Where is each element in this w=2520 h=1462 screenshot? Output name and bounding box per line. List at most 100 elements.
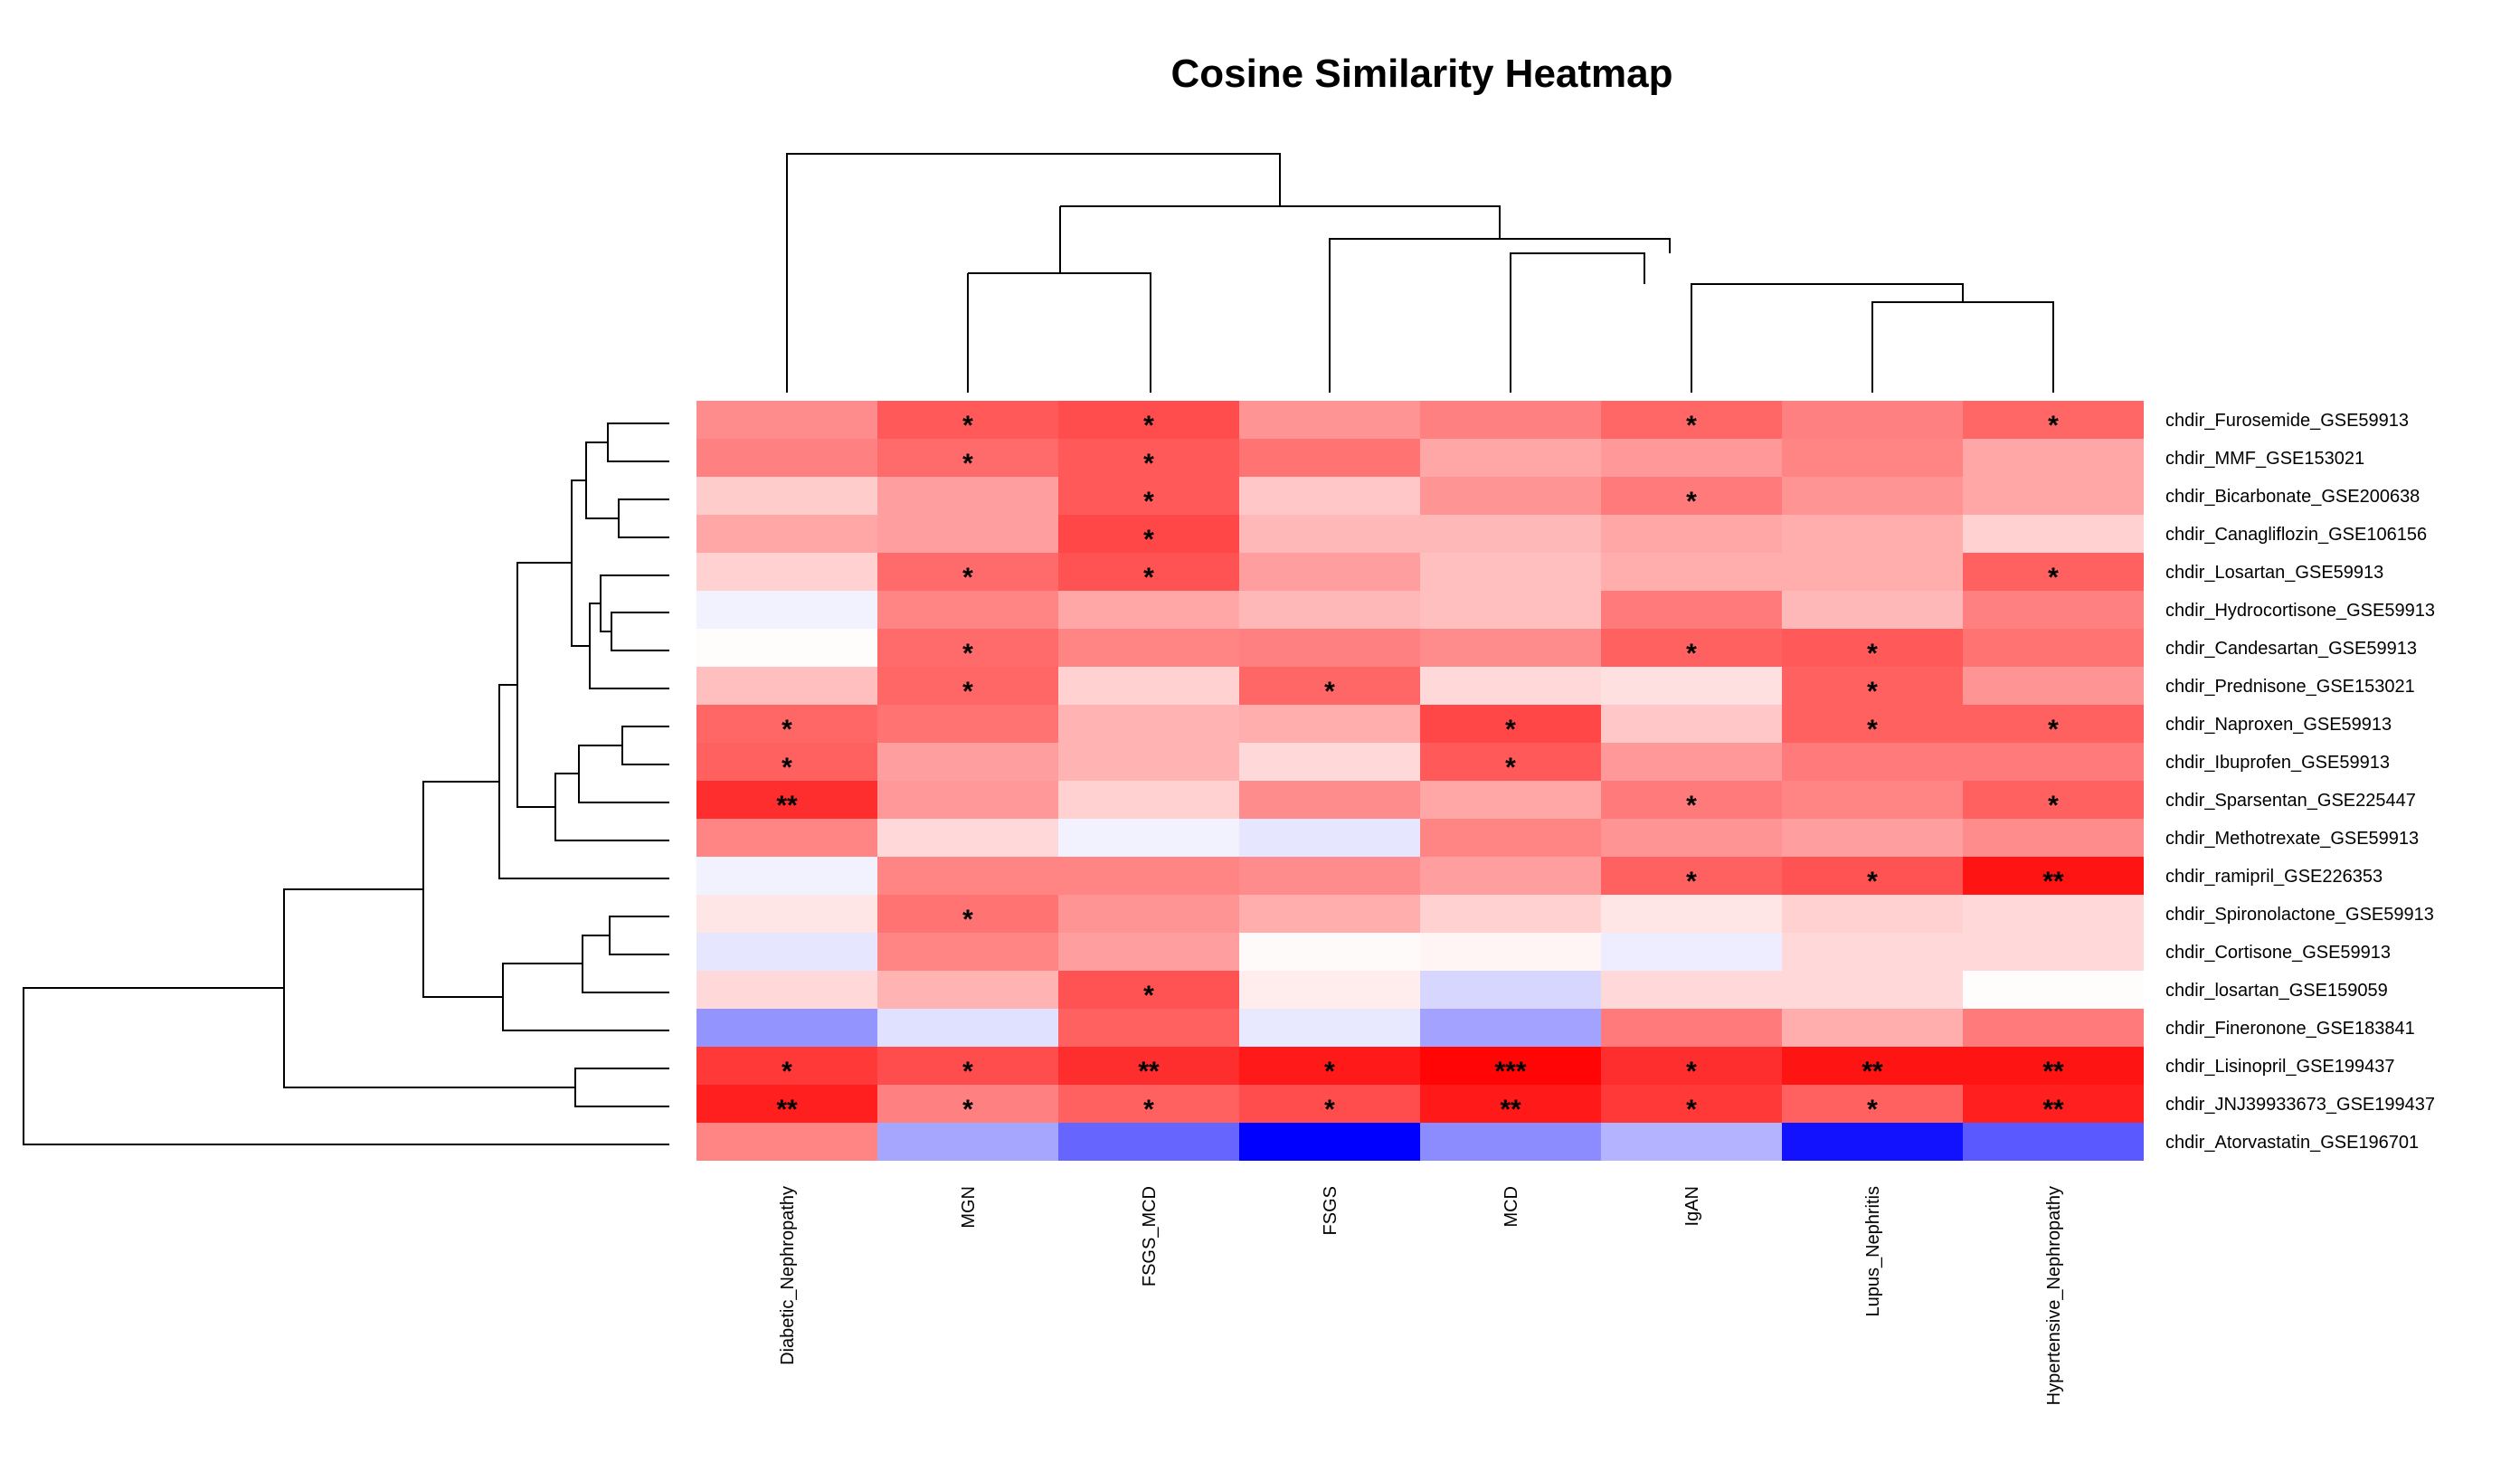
- row-label: chdir_Sparsentan_GSE225447: [2165, 791, 2416, 811]
- heatmap-cell: [1239, 629, 1420, 667]
- heatmap-cell: [1420, 1009, 1601, 1047]
- heatmap-cell: [1239, 743, 1420, 781]
- heatmap-cell: [1239, 781, 1420, 819]
- heatmap-cell: [1782, 743, 1963, 781]
- heatmap-cell: [1058, 591, 1239, 629]
- heatmap-cell: [696, 705, 877, 743]
- heatmap-cell: [1601, 591, 1782, 629]
- row-dend-branch: [585, 441, 619, 519]
- heatmap-cell: [696, 629, 877, 667]
- heatmap-cell: [1963, 705, 2144, 743]
- significance-mark: ***: [1494, 1057, 1526, 1087]
- heatmap-cell: [877, 933, 1058, 971]
- significance-mark: **: [2042, 1095, 2064, 1125]
- heatmap-cell: [1058, 477, 1239, 515]
- heatmap-cell: [1601, 401, 1782, 439]
- heatmap-cell: [696, 439, 877, 477]
- heatmap-cell: [877, 1085, 1058, 1123]
- heatmap-cell: [1420, 1047, 1601, 1085]
- heatmap-cell: [1963, 857, 2144, 895]
- heatmap-cell: [1782, 895, 1963, 933]
- significance-mark: *: [962, 905, 973, 935]
- column-dendrogram: [786, 153, 2054, 393]
- col-dend-branch: [1060, 205, 1501, 239]
- heatmap-cell: [1239, 705, 1420, 743]
- heatmap-cell: [1963, 439, 2144, 477]
- significance-mark: *: [1143, 525, 1154, 555]
- heatmap-cell: [696, 857, 877, 895]
- row-label: chdir_JNJ39933673_GSE199437: [2165, 1095, 2435, 1115]
- row-label: chdir_Prednisone_GSE153021: [2165, 677, 2415, 697]
- row-dend-branch: [578, 745, 669, 803]
- heatmap-cell: [1420, 819, 1601, 857]
- heatmap-cell: [1420, 477, 1601, 515]
- heatmap-cell: [1782, 1009, 1963, 1047]
- heatmap-cell: [696, 1123, 877, 1161]
- heatmap-cell: [877, 515, 1058, 553]
- significance-marks: * * * ** ** *** * ** * ** * ** * * ** *** * ** * ***** * ** * *…: [776, 411, 2064, 1125]
- heatmap-cell: [1058, 781, 1239, 819]
- significance-mark: *: [1686, 1095, 1697, 1125]
- heatmap-cell: [1420, 1123, 1601, 1161]
- heatmap-cell: [1239, 515, 1420, 553]
- chart-title: Cosine Similarity Heatmap: [1170, 52, 1672, 96]
- heatmap-cell: [1239, 1009, 1420, 1047]
- significance-mark: *: [2048, 715, 2059, 745]
- heatmap-cell: [1058, 857, 1239, 895]
- heatmap-cell: [877, 971, 1058, 1009]
- heatmap-cell: [1963, 895, 2144, 933]
- heatmap-cell: [1601, 933, 1782, 971]
- heatmap-cell: [1782, 933, 1963, 971]
- heatmap-cell: [1239, 1085, 1420, 1123]
- heatmap-cell: [1058, 743, 1239, 781]
- row-label: chdir_ramipril_GSE226353: [2165, 867, 2383, 887]
- row-dend-branch: [582, 935, 669, 993]
- significance-mark: *: [962, 449, 973, 479]
- heatmap-cell: [1963, 477, 2144, 515]
- significance-mark: *: [1505, 715, 1516, 745]
- row-labels: chdir_Furosemide_GSE59913 chdir_MMF_GSE15…: [2165, 411, 2435, 1153]
- significance-mark: *: [1324, 1095, 1335, 1125]
- significance-mark: *: [1686, 867, 1697, 897]
- heatmap-cell: [1601, 477, 1782, 515]
- row-label: chdir_Losartan_GSE59913: [2165, 563, 2383, 583]
- heatmap-cell: [696, 591, 877, 629]
- heatmap-cell: [696, 1009, 877, 1047]
- column-label: Diabetic_Nephropathy: [778, 1186, 798, 1365]
- heatmap-cell: [1601, 971, 1782, 1009]
- significance-mark: *: [1324, 1057, 1335, 1087]
- heatmap-cell: [1420, 591, 1601, 629]
- significance-mark: *: [1867, 677, 1878, 707]
- heatmap-cell: [877, 553, 1058, 591]
- row-label: chdir_Bicarbonate_GSE200638: [2165, 487, 2420, 507]
- heatmap-cell: [1782, 667, 1963, 705]
- heatmap-cell: [696, 781, 877, 819]
- heatmap-cell: [1963, 819, 2144, 857]
- heatmap-cell: [1782, 477, 1963, 515]
- heatmap-cell: [1963, 933, 2144, 971]
- heatmap-cell: [1782, 553, 1963, 591]
- row-dendrogram: [23, 422, 669, 1145]
- heatmap-cell: [877, 1009, 1058, 1047]
- row-label: chdir_Candesartan_GSE59913: [2165, 639, 2417, 659]
- significance-mark: *: [2048, 563, 2059, 593]
- row-label: chdir_Lisinopril_GSE199437: [2165, 1057, 2395, 1077]
- significance-mark: *: [1867, 639, 1878, 669]
- column-label: MGN: [959, 1186, 979, 1229]
- heatmap-cell: [1963, 629, 2144, 667]
- col-dend-branch: [1510, 252, 1645, 393]
- heatmap-cell: [1058, 515, 1239, 553]
- heatmap-cell: [1239, 933, 1420, 971]
- significance-mark: *: [2048, 791, 2059, 821]
- heatmap-cell: [696, 819, 877, 857]
- heatmap-cell: [696, 933, 877, 971]
- significance-mark: *: [2048, 411, 2059, 441]
- row-label: chdir_losartan_GSE159059: [2165, 981, 2388, 1001]
- heatmap-cell: [1239, 971, 1420, 1009]
- row-dend-branch: [609, 916, 669, 955]
- heatmap-cell: [1782, 971, 1963, 1009]
- significance-mark: **: [2042, 867, 2064, 897]
- column-label: FSGS_MCD: [1140, 1186, 1160, 1286]
- heatmap-cell: [1058, 1047, 1239, 1085]
